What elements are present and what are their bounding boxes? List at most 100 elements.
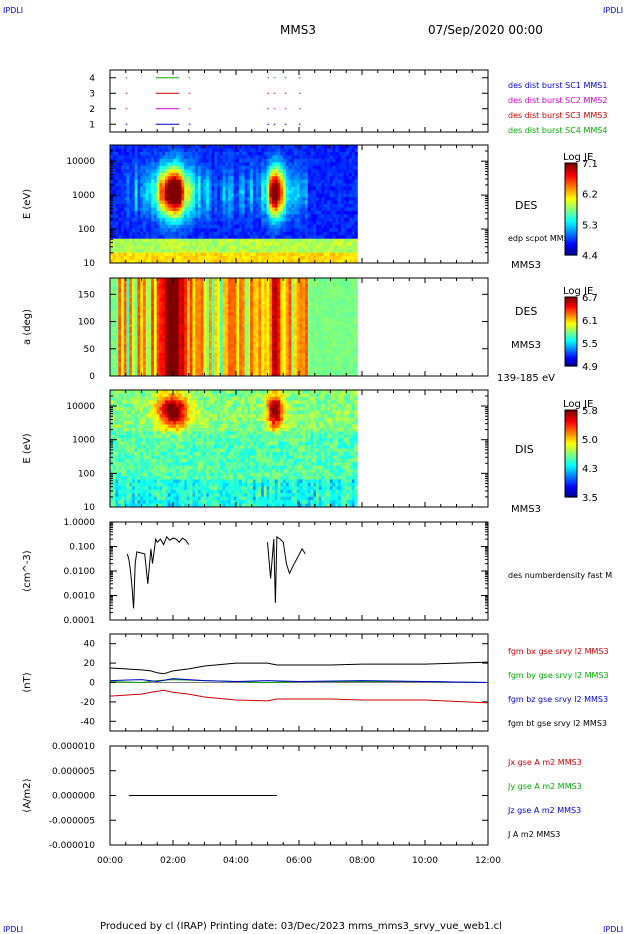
spectrogram-cell xyxy=(189,169,193,174)
spectrogram-cell xyxy=(230,249,235,254)
spectrogram-cell xyxy=(269,235,273,240)
spectrogram-cell xyxy=(274,155,279,160)
spectrogram-cell xyxy=(170,228,174,233)
spectrogram-cell xyxy=(288,217,292,222)
spectrogram-cell xyxy=(233,256,237,261)
spectrogram-cell xyxy=(175,370,180,374)
spectrogram-cell xyxy=(236,298,240,302)
spectrogram-cell xyxy=(285,259,290,264)
spectrogram-cell xyxy=(241,298,246,302)
spectrogram-cell xyxy=(252,197,257,202)
spectrogram-cell xyxy=(296,179,301,184)
spectrogram-cell xyxy=(142,245,147,250)
spectrogram-cell xyxy=(233,235,237,240)
spectrogram-cell xyxy=(178,155,182,160)
spectrogram-cell xyxy=(346,162,350,167)
spectrogram-cell xyxy=(156,207,160,212)
spectrogram-cell xyxy=(134,259,138,264)
spectrogram-cell xyxy=(126,190,130,195)
spectrogram-cell xyxy=(321,183,325,188)
spectrogram-cell xyxy=(280,200,284,205)
spectrogram-cell xyxy=(291,145,295,149)
spectrogram-cell xyxy=(164,162,169,167)
spectrogram-cell xyxy=(153,242,158,247)
spectrogram-cell xyxy=(134,228,138,233)
spectrogram-cell xyxy=(236,228,240,233)
spectrogram-cell xyxy=(219,169,224,174)
spectrogram-cell xyxy=(217,235,221,240)
spectrogram-cell xyxy=(151,315,155,319)
spectrogram-cell xyxy=(222,309,226,314)
spectrogram-cell xyxy=(219,278,224,282)
spectrogram-cell xyxy=(140,289,144,293)
spectrogram-cell xyxy=(197,204,202,208)
spectrogram-cell xyxy=(200,228,204,233)
spectrogram-cell xyxy=(184,217,188,222)
spectrogram-cell xyxy=(148,298,152,302)
spectrogram-cell xyxy=(208,298,213,302)
spectrogram-cell xyxy=(230,214,235,219)
spectrogram-cell xyxy=(285,242,290,247)
spectrogram-cell xyxy=(126,155,130,160)
spectrogram-cell xyxy=(134,352,138,357)
spectrogram-cell xyxy=(153,350,158,354)
spectrogram-cell xyxy=(228,329,232,334)
spectrogram-cell xyxy=(167,190,171,195)
spectrogram-cell xyxy=(186,303,191,308)
spectrogram-cell xyxy=(206,210,210,215)
spectrogram-cell xyxy=(126,370,130,374)
spectrogram-cell xyxy=(200,207,204,212)
spectrogram-cell xyxy=(208,306,213,311)
spectrogram-cell xyxy=(351,214,356,219)
spectrogram-cell xyxy=(302,148,306,153)
spectrogram-cell xyxy=(110,338,114,342)
spectrogram-cell xyxy=(159,204,163,208)
spectrogram-cell xyxy=(195,289,199,293)
spectrogram-cell xyxy=(151,341,155,345)
spectrogram-cell xyxy=(162,249,166,254)
spectrogram-cell xyxy=(241,306,246,311)
spectrogram-cell xyxy=(162,350,166,354)
spectrogram-cell xyxy=(203,245,207,250)
spectrogram-cell xyxy=(329,172,334,177)
spectrogram-cell xyxy=(244,207,248,212)
spectrogram-cell xyxy=(197,298,202,302)
spectrogram-cell xyxy=(153,292,158,296)
spectrogram-cell xyxy=(137,145,141,149)
spectrogram-cell xyxy=(219,373,224,377)
spectrogram-cell xyxy=(145,306,149,311)
spectrogram-cell xyxy=(162,286,166,291)
spectrogram-cell xyxy=(162,352,166,357)
spectrogram-cell xyxy=(351,179,356,184)
spectrogram-cell xyxy=(112,190,116,195)
spectrogram-cell xyxy=(129,242,133,247)
spectrogram-cell xyxy=(233,289,237,293)
spectrogram-cell xyxy=(233,242,237,247)
spectrogram-cell xyxy=(164,242,169,247)
spectrogram-cell xyxy=(285,204,290,208)
spectrogram-cell xyxy=(214,341,218,345)
spectrogram-cell xyxy=(123,158,127,163)
spectrogram-cell xyxy=(272,228,276,233)
spectrogram-cell xyxy=(327,183,331,188)
spectrogram-cell xyxy=(277,169,281,174)
spectrogram-cell xyxy=(129,358,133,363)
spectrogram-cell xyxy=(123,327,127,331)
spectrogram-cell xyxy=(211,286,215,291)
spectrogram-cell xyxy=(250,162,254,167)
spectrogram-cell xyxy=(181,370,185,374)
spectrogram-cell xyxy=(156,179,160,184)
spectrogram-cell xyxy=(115,207,119,212)
spectrogram-cell xyxy=(222,335,226,340)
spectrogram-cell xyxy=(181,335,185,340)
spectrogram-cell xyxy=(181,361,185,365)
spectrogram-cell xyxy=(115,283,119,288)
spectrogram-cell xyxy=(239,176,243,181)
spectrogram-cell xyxy=(206,341,210,345)
spectrogram-cell xyxy=(181,165,185,170)
spectrogram-cell xyxy=(159,172,163,177)
spectrogram-cell xyxy=(184,231,188,236)
spectrogram-cell xyxy=(170,249,174,254)
spectrogram-cell xyxy=(252,190,257,195)
spectrogram-cell xyxy=(239,210,243,215)
